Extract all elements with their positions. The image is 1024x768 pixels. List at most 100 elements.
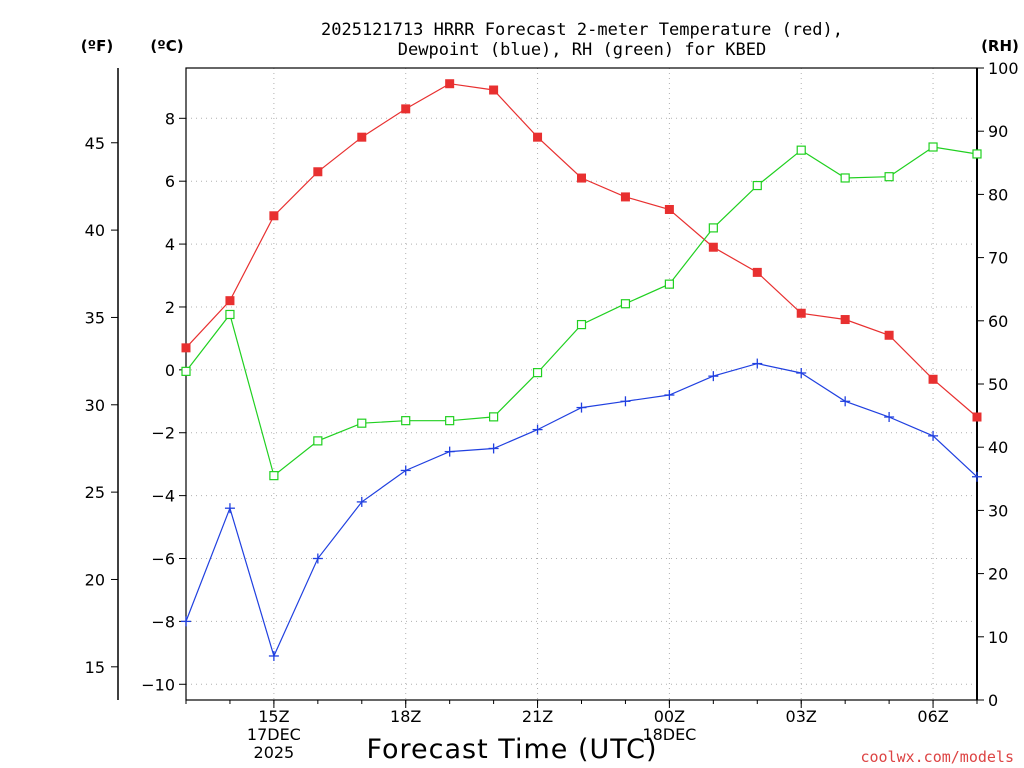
data-point-rh (620, 299, 631, 309)
data-point-temperature (884, 330, 894, 340)
data-point-rh (576, 319, 587, 330)
data-point-dewpoint (664, 390, 675, 401)
data-point-rh (884, 172, 894, 182)
data-point-temperature (796, 308, 806, 318)
data-point-rh (181, 366, 191, 376)
rh-tick-label: 20 (988, 565, 1008, 584)
rh-tick-label: 50 (988, 375, 1008, 394)
data-point-temperature (928, 374, 938, 384)
celsius-tick-label: −4 (151, 487, 175, 506)
data-point-temperature (577, 173, 586, 183)
data-point-dewpoint (752, 358, 763, 369)
data-point-rh (313, 436, 323, 446)
title-line-2: Dewpoint (blue), RH (green) for KBED (398, 40, 766, 60)
data-point-dewpoint (312, 553, 323, 564)
axes: −10 −8 −6 −4 −2 0 2 4 6 8 15 20 25 30 35 40 45 0 10 20 30 40 5… (85, 59, 1019, 710)
data-point-dewpoint (181, 616, 191, 627)
data-point-temperature (489, 85, 499, 95)
x-tick-label: 17DEC (247, 725, 301, 744)
data-point-temperature (225, 296, 235, 306)
grid-lines (186, 68, 977, 700)
x-tick-label: 15Z (258, 707, 289, 726)
data-point-rh (269, 471, 279, 481)
celsius-tick-label: 2 (165, 298, 175, 317)
x-tick-label: 2025 (254, 743, 295, 762)
data-point-dewpoint (620, 396, 631, 407)
data-point-rh (489, 412, 499, 422)
data-point-temperature (445, 79, 455, 89)
data-point-dewpoint (356, 496, 367, 507)
x-tick-label: 18Z (390, 707, 421, 726)
fahrenheit-axis-label: (ºF) (81, 37, 113, 55)
rh-tick-label: 70 (988, 249, 1008, 268)
data-point-temperature (181, 343, 191, 353)
data-point-dewpoint (224, 503, 235, 514)
data-point-temperature (269, 211, 279, 221)
x-tick-label: 00Z (654, 707, 685, 726)
celsius-tick-label: −2 (151, 424, 175, 443)
data-point-dewpoint (400, 465, 411, 476)
data-point-dewpoint (708, 371, 719, 382)
celsius-tick-label: 8 (165, 109, 175, 128)
data-point-rh (928, 142, 938, 152)
data-point-rh (972, 149, 982, 159)
data-point-temperature (664, 204, 674, 214)
series-rh (181, 142, 982, 481)
rh-tick-label: 40 (988, 438, 1008, 457)
chart-title: 2025121713 HRRR Forecast 2-meter Tempera… (321, 20, 843, 60)
data-point-temperature (752, 267, 762, 277)
data-point-temperature (357, 132, 367, 142)
data-point-temperature (313, 167, 323, 177)
series-line-rh (185, 146, 978, 477)
title-line-1: 2025121713 HRRR Forecast 2-meter Tempera… (321, 20, 843, 40)
rh-axis-label: (RH) (981, 37, 1019, 55)
data-point-temperature (840, 315, 850, 325)
series-temperature (181, 79, 982, 422)
celsius-tick-label: 0 (165, 361, 175, 380)
data-point-dewpoint (576, 402, 587, 413)
fahrenheit-tick-label: 30 (85, 396, 105, 415)
series-line-temperature (185, 83, 978, 418)
celsius-axis-label: (ºC) (150, 37, 183, 55)
data-point-temperature (620, 192, 630, 202)
fahrenheit-tick-label: 40 (85, 221, 105, 240)
celsius-tick-label: −6 (151, 550, 175, 569)
fahrenheit-tick-label: 15 (85, 658, 105, 677)
x-tick-label: 21Z (522, 707, 553, 726)
data-point-dewpoint (532, 424, 543, 435)
rh-tick-label: 30 (988, 501, 1008, 520)
x-tick-label: 06Z (917, 707, 948, 726)
data-point-temperature (533, 132, 543, 142)
plot-frame (185, 67, 978, 701)
data-point-temperature (708, 242, 718, 252)
series-dewpoint (181, 358, 982, 661)
data-point-dewpoint (972, 471, 982, 482)
data-point-rh (664, 279, 674, 289)
x-axis-label: Forecast Time (UTC) (366, 734, 657, 765)
data-point-rh (357, 418, 367, 428)
rh-tick-label: 0 (988, 691, 998, 710)
rh-tick-label: 80 (988, 185, 1008, 204)
data-point-rh (401, 416, 411, 426)
data-point-dewpoint (928, 430, 939, 441)
x-tick-label: 18DEC (642, 725, 696, 744)
fahrenheit-tick-label: 35 (85, 308, 105, 327)
data-point-temperature (401, 104, 411, 114)
data-point-rh (796, 145, 806, 155)
celsius-tick-label: −10 (141, 675, 175, 694)
rh-tick-label: 60 (988, 312, 1008, 331)
celsius-tick-label: 4 (165, 235, 175, 254)
x-tick-label: 03Z (786, 707, 817, 726)
fahrenheit-tick-label: 45 (85, 134, 105, 153)
data-point-rh (445, 416, 455, 426)
celsius-tick-label: 6 (165, 172, 175, 191)
fahrenheit-tick-label: 20 (85, 570, 105, 589)
rh-tick-label: 10 (988, 628, 1008, 647)
celsius-tick-label: −8 (151, 612, 175, 631)
data-point-rh (752, 180, 762, 191)
source-credit: coolwx.com/models (860, 748, 1014, 766)
data-point-rh (532, 368, 543, 378)
data-point-temperature (972, 412, 982, 422)
